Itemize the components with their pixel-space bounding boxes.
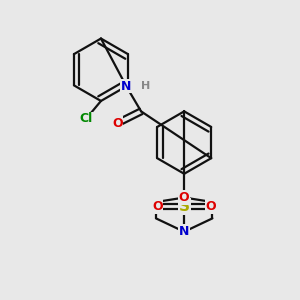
Text: O: O	[206, 200, 216, 213]
Text: O: O	[179, 191, 190, 204]
Text: N: N	[121, 80, 131, 93]
Text: Cl: Cl	[80, 112, 93, 125]
Text: S: S	[179, 199, 190, 214]
Text: N: N	[179, 225, 189, 238]
Text: O: O	[152, 200, 163, 213]
Text: O: O	[112, 117, 123, 130]
Text: H: H	[141, 81, 150, 91]
